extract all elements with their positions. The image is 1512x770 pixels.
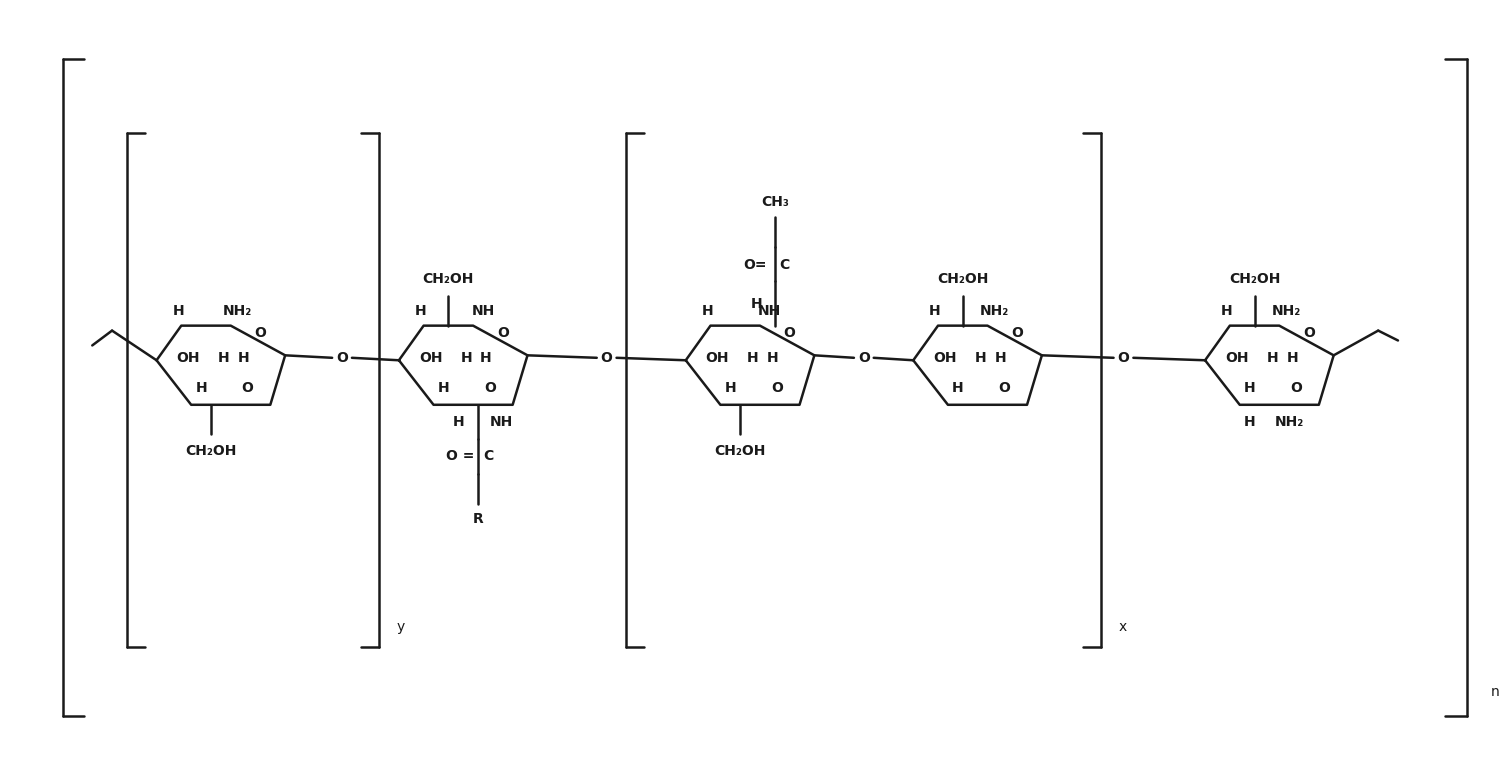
Text: NH₂: NH₂ — [1272, 304, 1300, 318]
Text: O: O — [497, 326, 508, 340]
Text: H: H — [1244, 414, 1255, 429]
Text: O: O — [771, 381, 783, 395]
Text: H: H — [195, 381, 207, 395]
Text: O: O — [600, 351, 612, 365]
Text: H: H — [481, 351, 491, 365]
Text: OH: OH — [177, 351, 200, 365]
Text: H: H — [702, 304, 714, 318]
Text: NH: NH — [472, 304, 494, 318]
Text: H: H — [995, 351, 1005, 365]
Text: NH: NH — [758, 304, 782, 318]
Text: n: n — [1491, 685, 1500, 698]
Text: R: R — [473, 511, 484, 526]
Text: H: H — [1267, 351, 1278, 365]
Text: O: O — [998, 381, 1010, 395]
Text: O: O — [783, 326, 795, 340]
Text: H: H — [437, 381, 449, 395]
Text: H: H — [237, 351, 249, 365]
Text: x: x — [1119, 621, 1126, 634]
Text: OH: OH — [1225, 351, 1249, 365]
Text: CH₂OH: CH₂OH — [937, 272, 989, 286]
Text: OH: OH — [933, 351, 957, 365]
Text: O: O — [1303, 326, 1315, 340]
Text: O: O — [1117, 351, 1129, 365]
Text: CH₂OH: CH₂OH — [1229, 272, 1281, 286]
Text: H: H — [452, 414, 464, 429]
Text: OH: OH — [706, 351, 729, 365]
Text: H: H — [953, 381, 963, 395]
Text: O =: O = — [446, 449, 475, 464]
Text: H: H — [975, 351, 986, 365]
Text: O: O — [254, 326, 266, 340]
Text: NH: NH — [490, 414, 513, 429]
Text: H: H — [930, 304, 940, 318]
Text: NH₂: NH₂ — [980, 304, 1009, 318]
Text: H: H — [172, 304, 184, 318]
Text: OH: OH — [419, 351, 443, 365]
Text: H: H — [747, 351, 759, 365]
Text: O: O — [484, 381, 496, 395]
Text: H: H — [1287, 351, 1297, 365]
Text: y: y — [396, 621, 405, 634]
Text: H: H — [414, 304, 426, 318]
Text: O: O — [336, 351, 348, 365]
Text: H: H — [460, 351, 472, 365]
Text: CH₂OH: CH₂OH — [715, 444, 767, 458]
Text: CH₂OH: CH₂OH — [423, 272, 475, 286]
Text: C: C — [482, 449, 493, 464]
Text: H: H — [1222, 304, 1232, 318]
Text: O: O — [1290, 381, 1302, 395]
Text: C: C — [780, 258, 789, 273]
Text: CH₂OH: CH₂OH — [186, 444, 237, 458]
Text: NH₂: NH₂ — [1275, 414, 1303, 429]
Text: H: H — [767, 351, 779, 365]
Text: CH₃: CH₃ — [761, 195, 789, 209]
Text: H: H — [1244, 381, 1255, 395]
Text: H: H — [724, 381, 736, 395]
Text: H: H — [218, 351, 230, 365]
Text: O: O — [1012, 326, 1024, 340]
Text: H: H — [751, 297, 762, 311]
Text: O: O — [857, 351, 869, 365]
Text: O: O — [242, 381, 254, 395]
Text: NH₂: NH₂ — [224, 304, 253, 318]
Text: O=: O= — [742, 258, 767, 273]
